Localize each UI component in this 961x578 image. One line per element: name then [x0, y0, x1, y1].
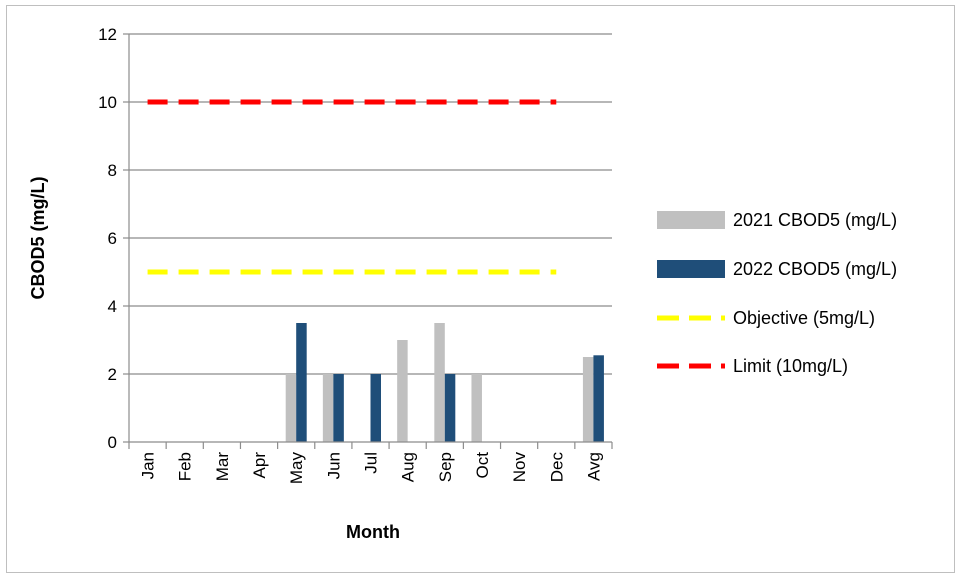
- axes: [123, 33, 613, 449]
- legend-label-2021: 2021 CBOD5 (mg/L): [733, 210, 897, 230]
- x-tick-label-apr: Apr: [250, 452, 269, 479]
- bar-2022-cbod5-mg-l-jun: [333, 374, 344, 442]
- x-tick-label-may: May: [287, 452, 306, 485]
- bar-2021-cbod5-mg-l-oct: [471, 374, 482, 442]
- legend-label-2022: 2022 CBOD5 (mg/L): [733, 259, 897, 279]
- legend-swatch-2022: [657, 260, 725, 278]
- bar-2022-cbod5-mg-l-jul: [370, 374, 381, 442]
- legend: 2021 CBOD5 (mg/L) 2022 CBOD5 (mg/L) Obje…: [657, 210, 897, 376]
- legend-label-limit: Limit (10mg/L): [733, 356, 848, 376]
- x-tick-label-jun: Jun: [324, 452, 343, 479]
- bar-2022-cbod5-mg-l-avg: [593, 355, 604, 442]
- x-tick-label-aug: Aug: [399, 452, 418, 482]
- x-tick-label-mar: Mar: [213, 452, 232, 482]
- bar-2021-cbod5-mg-l-avg: [582, 357, 594, 442]
- legend-swatch-2021: [657, 211, 725, 229]
- y-tick-labels: 0 2 4 6 8 10 12: [98, 25, 117, 452]
- x-tick-label-oct: Oct: [473, 452, 492, 479]
- y-tick-label-10: 10: [98, 93, 117, 112]
- bars: [285, 323, 604, 442]
- x-axis-title: Month: [346, 522, 400, 542]
- bar-2021-cbod5-mg-l-sep: [434, 323, 445, 442]
- x-tick-label-avg: Avg: [584, 452, 603, 481]
- bar-2022-cbod5-mg-l-may: [296, 323, 307, 442]
- bar-2021-cbod5-mg-l-may: [285, 374, 297, 442]
- x-tick-label-jul: Jul: [362, 452, 381, 474]
- legend-label-objective: Objective (5mg/L): [733, 308, 875, 328]
- bar-2021-cbod5-mg-l-jun: [322, 374, 334, 442]
- y-tick-label-8: 8: [108, 161, 117, 180]
- x-tick-label-jan: Jan: [139, 452, 158, 479]
- y-tick-label-6: 6: [108, 229, 117, 248]
- x-tick-label-sep: Sep: [436, 452, 455, 482]
- y-axis-title: CBOD5 (mg/L): [28, 177, 48, 300]
- x-tick-labels: Jan Feb Mar Apr May Jun Jul Aug Sep Oct Nov Dec Avg: [139, 452, 604, 485]
- y-tick-label-12: 12: [98, 25, 117, 44]
- y-tick-label-0: 0: [108, 433, 117, 452]
- y-tick-label-4: 4: [108, 297, 117, 316]
- x-tick-label-feb: Feb: [176, 452, 195, 481]
- x-tick-label-dec: Dec: [547, 452, 566, 483]
- bar-2022-cbod5-mg-l-sep: [444, 374, 456, 442]
- bar-2021-cbod5-mg-l-aug: [397, 340, 408, 442]
- y-tick-label-2: 2: [108, 365, 117, 384]
- threshold-lines: [147, 99, 557, 275]
- x-tick-label-nov: Nov: [510, 452, 529, 483]
- gridlines: [129, 33, 612, 375]
